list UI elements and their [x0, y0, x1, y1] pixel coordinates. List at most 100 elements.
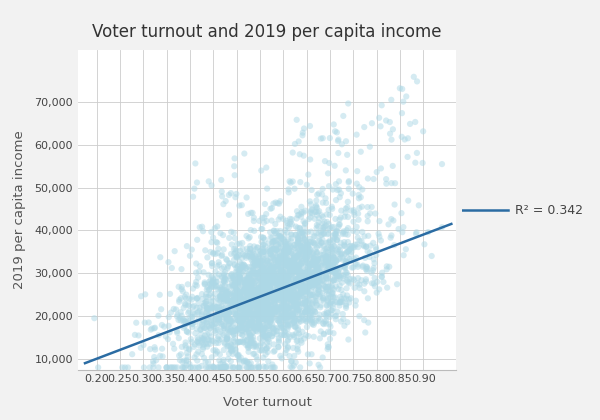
Point — [259, 363, 268, 370]
Point — [275, 255, 285, 262]
Point — [217, 320, 226, 327]
Point — [180, 300, 190, 307]
Point — [188, 309, 198, 316]
Point — [237, 299, 247, 306]
Point — [271, 230, 281, 236]
Point — [313, 257, 323, 264]
Point — [241, 318, 251, 324]
Point — [226, 291, 235, 297]
Point — [274, 311, 283, 318]
Point — [319, 295, 328, 302]
Point — [340, 264, 350, 270]
Point — [287, 316, 297, 323]
Point — [314, 208, 324, 215]
Point — [266, 302, 276, 309]
Point — [334, 221, 344, 228]
Point — [337, 207, 346, 214]
Point — [305, 291, 315, 298]
Point — [238, 240, 247, 247]
Point — [260, 265, 269, 272]
Point — [303, 284, 313, 291]
Point — [292, 294, 302, 300]
Point — [262, 304, 272, 310]
Point — [178, 316, 188, 323]
Point — [202, 364, 211, 371]
Point — [284, 189, 293, 196]
Point — [258, 257, 268, 264]
Point — [275, 239, 285, 246]
Point — [205, 364, 214, 371]
Point — [259, 295, 268, 302]
Point — [277, 267, 286, 274]
Point — [328, 186, 338, 193]
Point — [245, 302, 255, 309]
Point — [250, 262, 260, 269]
Point — [340, 251, 349, 257]
Point — [222, 312, 232, 319]
Point — [385, 119, 395, 126]
Point — [405, 121, 415, 127]
Point — [300, 272, 310, 278]
Point — [303, 280, 313, 286]
Point — [235, 290, 244, 297]
Point — [317, 191, 327, 198]
Point — [271, 291, 280, 298]
Point — [241, 315, 250, 322]
Point — [202, 325, 211, 332]
Point — [304, 283, 314, 289]
Point — [246, 360, 256, 366]
Point — [284, 257, 294, 264]
Point — [308, 291, 317, 298]
Point — [311, 287, 320, 294]
Point — [180, 323, 190, 330]
Point — [257, 302, 267, 308]
Point — [263, 305, 273, 312]
Point — [207, 305, 217, 312]
Point — [281, 273, 291, 280]
Point — [184, 302, 194, 309]
Point — [225, 283, 235, 290]
Point — [218, 295, 228, 302]
Point — [313, 209, 323, 215]
Point — [219, 272, 229, 279]
Point — [300, 266, 310, 273]
Point — [390, 201, 400, 208]
Point — [308, 258, 317, 265]
Point — [256, 283, 266, 290]
Point — [305, 317, 315, 324]
Point — [323, 260, 332, 266]
Point — [311, 204, 320, 210]
Point — [306, 272, 316, 279]
Point — [176, 309, 185, 315]
Point — [266, 247, 275, 254]
Point — [284, 313, 293, 320]
Point — [140, 291, 150, 298]
Point — [224, 329, 234, 336]
Point — [213, 316, 223, 323]
Point — [311, 304, 320, 310]
Point — [307, 272, 317, 279]
Point — [224, 307, 233, 314]
Point — [217, 252, 227, 258]
Point — [323, 284, 333, 290]
Point — [280, 313, 290, 320]
Point — [323, 298, 332, 304]
Point — [264, 343, 274, 349]
Point — [220, 296, 229, 302]
Point — [318, 320, 328, 327]
Point — [280, 238, 290, 245]
Point — [327, 283, 337, 289]
Point — [222, 336, 232, 343]
Point — [302, 305, 311, 312]
Point — [351, 254, 361, 261]
Point — [254, 251, 263, 257]
Point — [268, 324, 277, 331]
Point — [262, 278, 271, 284]
Point — [334, 286, 343, 292]
Point — [233, 280, 242, 286]
Point — [326, 267, 336, 273]
Point — [260, 292, 269, 299]
Point — [248, 296, 257, 303]
Point — [266, 318, 275, 325]
Point — [297, 301, 307, 307]
